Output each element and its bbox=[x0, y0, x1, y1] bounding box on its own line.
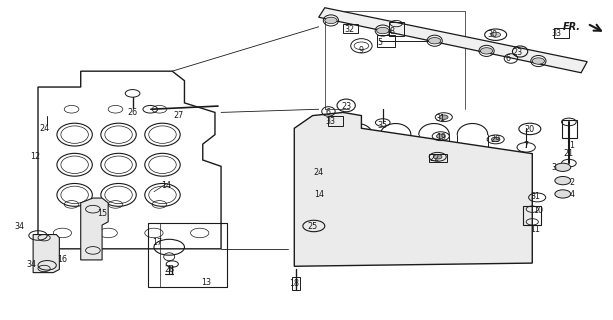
Text: 35: 35 bbox=[378, 121, 388, 130]
Bar bbox=[376, 35, 395, 47]
Text: 24: 24 bbox=[39, 124, 49, 133]
Bar bbox=[554, 28, 569, 38]
Text: 16: 16 bbox=[58, 255, 67, 264]
Circle shape bbox=[428, 37, 441, 44]
Text: 2: 2 bbox=[569, 178, 574, 187]
Text: 6: 6 bbox=[326, 108, 330, 117]
Text: 14: 14 bbox=[314, 190, 324, 199]
Circle shape bbox=[440, 115, 448, 119]
Text: 24: 24 bbox=[314, 168, 324, 177]
Text: 1: 1 bbox=[569, 141, 574, 150]
Text: FR.: FR. bbox=[563, 22, 581, 32]
Polygon shape bbox=[33, 235, 59, 273]
Circle shape bbox=[532, 58, 544, 64]
Text: 26: 26 bbox=[128, 108, 138, 117]
Text: 21: 21 bbox=[564, 149, 574, 158]
Polygon shape bbox=[319, 8, 587, 73]
Text: 12: 12 bbox=[30, 152, 40, 161]
Text: 29: 29 bbox=[490, 135, 501, 144]
Text: 31: 31 bbox=[436, 114, 446, 123]
Text: 30: 30 bbox=[487, 30, 498, 39]
Bar bbox=[562, 120, 577, 138]
Text: 34: 34 bbox=[27, 260, 37, 269]
Text: 19: 19 bbox=[436, 133, 446, 142]
Text: 10: 10 bbox=[533, 206, 543, 215]
Circle shape bbox=[376, 28, 389, 34]
Text: 9: 9 bbox=[359, 46, 364, 55]
Text: 14: 14 bbox=[161, 181, 171, 190]
Text: 23: 23 bbox=[512, 48, 522, 57]
Polygon shape bbox=[294, 112, 532, 266]
Text: 20: 20 bbox=[524, 125, 535, 134]
Circle shape bbox=[555, 190, 571, 198]
Bar bbox=[148, 223, 227, 287]
Text: 22: 22 bbox=[430, 154, 440, 163]
Text: 27: 27 bbox=[173, 111, 183, 120]
Text: 31: 31 bbox=[530, 192, 540, 201]
Text: 34: 34 bbox=[15, 222, 25, 231]
Text: 4: 4 bbox=[569, 190, 574, 199]
Circle shape bbox=[325, 17, 337, 24]
Polygon shape bbox=[81, 198, 108, 260]
Circle shape bbox=[555, 163, 571, 172]
Text: 18: 18 bbox=[289, 279, 299, 288]
Text: 15: 15 bbox=[97, 209, 107, 219]
Text: 13: 13 bbox=[201, 278, 211, 287]
Text: 7: 7 bbox=[524, 141, 529, 150]
Bar bbox=[292, 277, 300, 290]
Text: 28: 28 bbox=[164, 265, 174, 274]
Bar bbox=[389, 22, 404, 36]
Circle shape bbox=[491, 32, 501, 37]
Circle shape bbox=[433, 155, 442, 159]
Text: 33: 33 bbox=[326, 117, 336, 126]
Text: 32: 32 bbox=[344, 25, 354, 35]
Circle shape bbox=[481, 48, 493, 54]
Bar bbox=[428, 154, 447, 162]
Text: 5: 5 bbox=[377, 38, 383, 47]
Text: 11: 11 bbox=[530, 225, 540, 234]
Text: 17: 17 bbox=[152, 238, 162, 247]
Text: 8: 8 bbox=[389, 27, 394, 36]
Bar bbox=[523, 206, 541, 225]
Text: 33: 33 bbox=[552, 28, 562, 38]
Circle shape bbox=[436, 134, 445, 139]
Text: 25: 25 bbox=[308, 222, 318, 231]
Bar bbox=[343, 24, 359, 33]
Circle shape bbox=[492, 137, 500, 142]
Text: 3: 3 bbox=[551, 164, 556, 172]
Text: 6: 6 bbox=[505, 54, 511, 63]
Bar bbox=[328, 116, 343, 126]
Text: 23: 23 bbox=[341, 101, 351, 111]
Circle shape bbox=[555, 177, 571, 185]
